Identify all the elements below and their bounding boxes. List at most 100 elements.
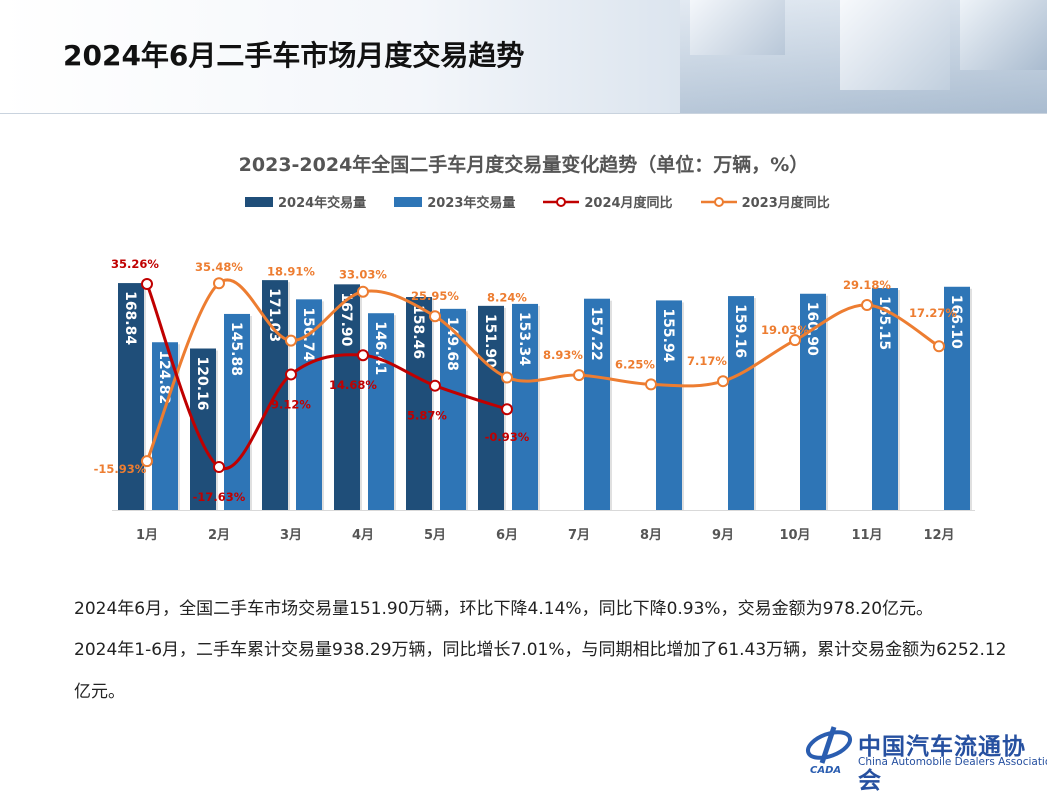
bar-2023 — [872, 288, 898, 510]
line-value-label: 9.12% — [271, 397, 311, 411]
bar-value-label: 171.03 — [266, 288, 282, 342]
x-tick-label: 6月 — [496, 528, 518, 543]
line-value-label: 25.95% — [411, 289, 459, 303]
bar-value-label: 153.34 — [516, 312, 532, 366]
line-value-label: 35.26% — [111, 257, 159, 271]
line-value-label: 8.93% — [543, 348, 583, 362]
line-value-label: -15.93% — [94, 462, 147, 476]
logo-cn-text: 中国汽车流通协会 — [858, 734, 1026, 794]
line-point — [357, 285, 369, 298]
svg-text:CADA: CADA — [810, 765, 841, 775]
bar-value-label: 149.68 — [444, 317, 460, 371]
line-point — [141, 278, 153, 291]
line-value-label: 19.03% — [761, 323, 809, 337]
bar-value-label: 166.10 — [948, 295, 964, 349]
legend-item-2024-yoy: 2024月度同比 — [543, 192, 673, 211]
x-tick-label: 2月 — [208, 528, 230, 543]
legend-item-2024-volume: 2024年交易量 — [245, 192, 366, 211]
bar-2024 — [406, 297, 432, 510]
line-point — [933, 340, 945, 353]
line-point — [501, 403, 513, 416]
x-tick-label: 7月 — [568, 528, 590, 543]
x-tick-label: 9月 — [712, 528, 734, 543]
bar-value-label: 146.41 — [372, 321, 388, 375]
bar-value-label: 165.15 — [876, 296, 892, 350]
legend-label: 2024月度同比 — [584, 196, 673, 211]
legend-line-marker — [543, 196, 580, 207]
line-point — [285, 334, 297, 347]
cada-logo-mark: CADA — [805, 726, 853, 775]
line-value-label: -0.93% — [485, 430, 530, 444]
bar-value-label: 124.82 — [156, 350, 172, 404]
bar-2024 — [190, 348, 216, 510]
x-tick-label: 11月 — [851, 528, 882, 543]
legend-item-2023-volume: 2023年交易量 — [394, 192, 515, 211]
line-point — [357, 349, 369, 362]
line-point — [285, 368, 297, 381]
bar-2023 — [656, 300, 682, 510]
bar-value-label: 151.90 — [482, 314, 498, 368]
bar-value-label: 167.90 — [338, 292, 354, 346]
bar-2023 — [368, 313, 394, 510]
chart-legend: 2024年交易量 2023年交易量 2024月度同比 2023月度同比 — [245, 192, 830, 211]
line-value-label: 7.17% — [687, 354, 727, 368]
summary-paragraph-1: 2024年6月，全国二手车市场交易量151.90万辆，环比下降4.14%，同比下… — [74, 599, 934, 619]
line-point — [717, 375, 729, 388]
logo-en-text: China Automobile Dealers Association — [858, 756, 1047, 768]
bar-2023 — [728, 296, 754, 510]
x-tick-label: 4月 — [352, 528, 374, 543]
summary-paragraph-2: 2024年1-6月，二手车累计交易量938.29万辆，同比增长7.01%，与同期… — [74, 640, 1007, 660]
x-tick-label: 8月 — [640, 528, 662, 543]
bar-2024 — [118, 283, 144, 510]
line-point — [645, 378, 657, 391]
page-title: 2024年6月二手车市场月度交易趋势 — [63, 39, 525, 72]
bar-value-label: 158.46 — [410, 305, 426, 359]
bar-value-label: 157.22 — [588, 307, 604, 361]
line-point — [573, 369, 585, 382]
header-cube-3 — [960, 0, 1047, 70]
bar-value-label: 168.84 — [122, 291, 138, 345]
line-value-label: 5.87% — [407, 409, 447, 423]
header-banner — [0, 0, 1047, 114]
legend-swatch — [245, 196, 273, 207]
chart-plot: 1月 2月 3月 4月 5月 6月 7月 8月 9月 10月 11月 12月 168.84 120.16 1… — [94, 257, 975, 543]
bar-2023 — [224, 313, 250, 510]
x-tick-label: 1月 — [136, 528, 158, 543]
line-point — [213, 277, 225, 290]
bar-2023 — [584, 298, 610, 510]
line-value-label: 8.24% — [487, 290, 527, 304]
line-value-label: 14.68% — [329, 378, 377, 392]
bar-2023 — [944, 286, 970, 510]
header-cube-2 — [840, 0, 950, 90]
line-value-label: 6.25% — [615, 357, 655, 371]
legend-item-2023-yoy: 2023月度同比 — [700, 192, 830, 211]
bar-value-label: 159.16 — [732, 304, 748, 358]
line-point — [141, 455, 153, 468]
header-cube-1 — [690, 0, 785, 55]
line-point — [861, 299, 873, 312]
line-point — [429, 310, 441, 323]
x-tick-label: 3月 — [280, 528, 302, 543]
cada-logo: CADA 中国汽车流通协会 China Automobile Dealers A… — [800, 723, 1047, 794]
line-point — [213, 460, 225, 473]
line-value-label: 35.48% — [195, 260, 243, 274]
line-value-label: -17.63% — [193, 490, 246, 504]
bar-value-label: 155.94 — [660, 308, 676, 362]
x-tick-label: 10月 — [779, 528, 810, 543]
chart-title: 2023-2024年全国二手车月度交易量变化趋势（单位：万辆，%） — [238, 154, 809, 176]
summary-paragraph-3: 亿元。 — [74, 682, 125, 702]
line-value-label: 17.27% — [909, 306, 957, 320]
bar-2023 — [440, 308, 466, 510]
line-point — [429, 379, 441, 392]
legend-swatch — [394, 196, 423, 207]
line-value-label: 18.91% — [267, 265, 315, 279]
x-tick-label: 5月 — [424, 528, 446, 543]
legend-label: 2024年交易量 — [278, 196, 367, 211]
legend-label: 2023月度同比 — [741, 196, 830, 211]
line-value-label: 29.18% — [843, 278, 891, 292]
line-value-label: 33.03% — [339, 268, 387, 282]
line-point — [501, 371, 513, 384]
bar-2023 — [512, 303, 538, 510]
bar-2024 — [334, 284, 360, 510]
line-point — [789, 334, 801, 347]
